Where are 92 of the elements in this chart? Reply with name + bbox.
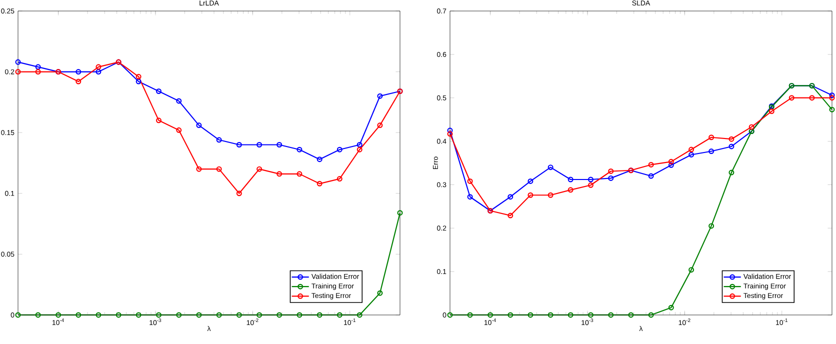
point [96,69,102,75]
point [276,171,282,177]
point [156,312,162,318]
point [176,127,182,133]
point [748,124,754,130]
point [568,312,574,318]
point [76,69,82,75]
point [768,108,774,114]
point [508,212,514,218]
point [356,142,362,148]
point [35,312,41,318]
point [35,69,41,75]
point [216,166,222,172]
point [236,142,242,148]
point [467,194,473,200]
point [568,176,574,182]
point [688,267,694,273]
point [688,146,694,152]
point [728,170,734,176]
point [508,194,514,200]
point [316,312,322,318]
point [648,173,654,179]
point [236,190,242,196]
point [728,136,734,142]
point [136,74,142,80]
point [336,176,342,182]
point [668,162,674,168]
point [196,122,202,128]
point [608,312,614,318]
point [296,312,302,318]
point [276,142,282,148]
point [467,312,473,318]
point [568,187,574,193]
point [176,312,182,318]
point [628,312,634,318]
point [156,118,162,124]
point [548,312,554,318]
point [116,312,122,318]
point [528,178,534,184]
point [56,312,62,318]
point [96,64,102,70]
point [809,95,815,101]
point [548,164,554,170]
point [356,312,362,318]
point [528,192,534,198]
point [76,312,82,318]
point [668,304,674,310]
point [488,312,494,318]
point [316,180,322,186]
point [708,223,714,229]
point [256,312,262,318]
point [76,78,82,84]
point [96,312,102,318]
point [377,93,383,99]
point [136,312,142,318]
point [356,146,362,152]
point [156,88,162,94]
point [196,312,202,318]
point [377,122,383,128]
point [588,176,594,182]
point [296,171,302,177]
point [35,64,41,70]
point [296,146,302,152]
point [377,290,383,296]
point [256,142,262,148]
point [176,98,182,104]
point [336,312,342,318]
point [256,166,262,172]
point [276,312,282,318]
point [528,312,534,318]
point [788,95,794,101]
point [216,312,222,318]
point [136,78,142,84]
point [336,146,342,152]
point [648,162,654,168]
point [708,134,714,140]
point [508,312,514,318]
point [236,312,242,318]
point [216,137,222,143]
point [588,182,594,188]
point [467,178,473,184]
point [196,166,202,172]
point [708,148,714,154]
point [688,152,694,158]
point [316,156,322,162]
point [548,192,554,198]
point [668,158,674,164]
point [588,312,594,318]
point [648,312,654,318]
point [608,175,614,181]
point [728,144,734,150]
point [608,168,614,174]
